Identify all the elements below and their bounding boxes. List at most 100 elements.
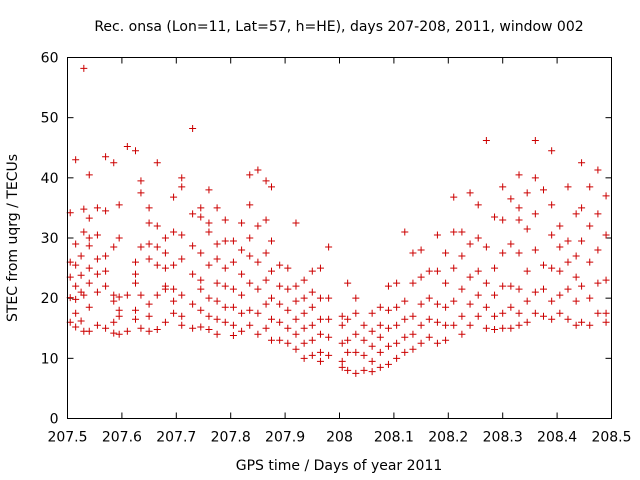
data-point: [246, 171, 254, 179]
data-point: [132, 279, 139, 287]
data-point: [523, 267, 531, 275]
data-point: [417, 339, 425, 347]
data-point: [77, 271, 85, 279]
data-point: [531, 288, 539, 296]
y-tick-label: 60: [41, 51, 59, 67]
data-point: [145, 240, 153, 248]
data-point: [189, 242, 197, 250]
data-point: [197, 204, 205, 212]
data-point: [80, 205, 88, 213]
data-point: [316, 357, 324, 365]
data-point: [602, 276, 610, 284]
data-point: [572, 321, 580, 329]
data-point: [170, 228, 178, 236]
data-point: [352, 294, 360, 302]
data-point: [368, 342, 376, 350]
data-point: [466, 300, 474, 308]
data-point: [161, 264, 169, 272]
y-tick-label: 50: [41, 111, 59, 127]
data-point: [262, 300, 270, 308]
data-point: [586, 258, 594, 266]
data-point: [145, 327, 153, 335]
data-point: [491, 291, 499, 299]
data-point: [197, 323, 205, 331]
data-point: [229, 331, 237, 339]
data-point: [417, 300, 425, 308]
data-point: [602, 309, 610, 317]
data-point: [409, 345, 417, 353]
data-point: [284, 324, 292, 332]
y-tick-label: 30: [41, 231, 59, 247]
data-point: [102, 324, 110, 332]
data-point: [572, 252, 580, 260]
data-point: [531, 174, 539, 182]
data-point: [72, 240, 80, 248]
data-point: [110, 243, 118, 251]
data-point: [246, 306, 254, 314]
data-point: [466, 189, 474, 197]
data-point: [229, 237, 237, 245]
x-tick-label: 208.1: [374, 430, 414, 446]
data-point: [77, 252, 85, 260]
data-point: [292, 282, 300, 290]
data-point: [482, 279, 490, 287]
data-point: [145, 312, 153, 320]
data-point: [458, 252, 466, 260]
data-point: [352, 309, 360, 317]
data-point: [564, 237, 572, 245]
data-point: [384, 342, 392, 350]
data-point: [229, 321, 237, 329]
data-point: [102, 267, 110, 275]
data-point: [197, 306, 205, 314]
data-point: [507, 240, 515, 248]
data-point: [531, 309, 539, 317]
data-point: [197, 285, 205, 293]
data-point: [102, 252, 110, 260]
data-point: [425, 315, 433, 323]
data-point: [507, 282, 515, 290]
data-point: [300, 354, 308, 362]
data-point: [572, 210, 580, 218]
data-point: [93, 204, 101, 212]
data-point: [316, 264, 324, 272]
data-point: [115, 201, 123, 209]
data-point: [254, 166, 262, 174]
data-point: [325, 243, 333, 251]
data-point: [548, 315, 556, 323]
data-point: [213, 297, 221, 305]
data-point: [401, 333, 409, 341]
data-point: [276, 282, 284, 290]
data-point: [325, 294, 333, 302]
x-axis-label: GPS time / Days of year 2011: [236, 458, 443, 474]
data-point: [433, 300, 441, 308]
data-point: [205, 261, 213, 269]
data-point: [425, 267, 433, 275]
data-point: [393, 339, 401, 347]
data-point: [409, 330, 417, 338]
data-point: [178, 291, 186, 299]
data-point: [425, 294, 433, 302]
data-point: [602, 318, 610, 326]
data-point: [115, 312, 123, 320]
data-point: [292, 330, 300, 338]
data-point: [300, 309, 308, 317]
data-point: [308, 336, 316, 344]
data-point: [153, 222, 161, 230]
x-tick-label: 208.5: [591, 430, 631, 446]
data-point: [572, 273, 580, 281]
chart-title: Rec. onsa (Lon=11, Lat=57, h=HE), days 2…: [94, 19, 583, 35]
data-point: [450, 321, 458, 329]
data-point: [189, 324, 197, 332]
y-axis-label: STEC from uqrg / TECUs: [5, 154, 21, 322]
data-point: [393, 354, 401, 362]
data-point: [238, 309, 246, 317]
data-point: [170, 193, 178, 201]
data-point: [586, 294, 594, 302]
data-point: [442, 336, 450, 344]
data-point: [80, 64, 88, 72]
data-point: [491, 312, 499, 320]
data-point: [564, 315, 572, 323]
data-point: [433, 267, 441, 275]
data-point: [115, 234, 123, 242]
